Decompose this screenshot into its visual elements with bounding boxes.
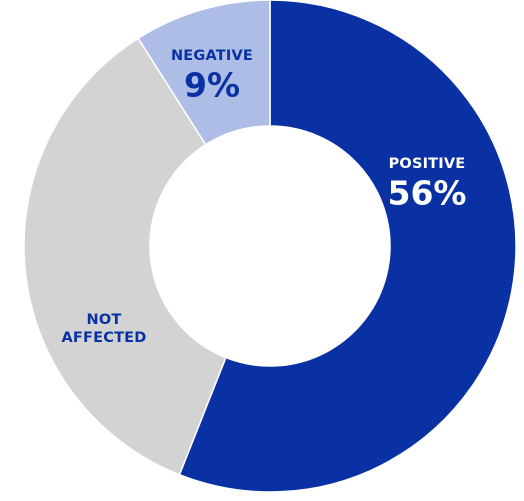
slice-positive [178,0,517,493]
label-negative: NEGATIVE 9% [171,48,253,104]
value-positive: 56% [388,173,467,212]
label-not-affected-line: NOT [87,312,122,328]
slice-negative [137,0,271,146]
label-negative-line: NEGATIVE [171,48,253,64]
label-positive: POSITIVE 56% [388,156,467,212]
slice-labels: POSITIVE 56% NOT AFFECTED NEGATIVE 9% [61,48,466,346]
label-positive-line: POSITIVE [389,156,466,172]
slice-not-affected [23,37,227,476]
value-negative: 9% [184,65,240,104]
label-not-affected: NOT AFFECTED [61,312,146,346]
label-not-affected-line: AFFECTED [61,330,146,346]
donut-slices [23,0,517,493]
